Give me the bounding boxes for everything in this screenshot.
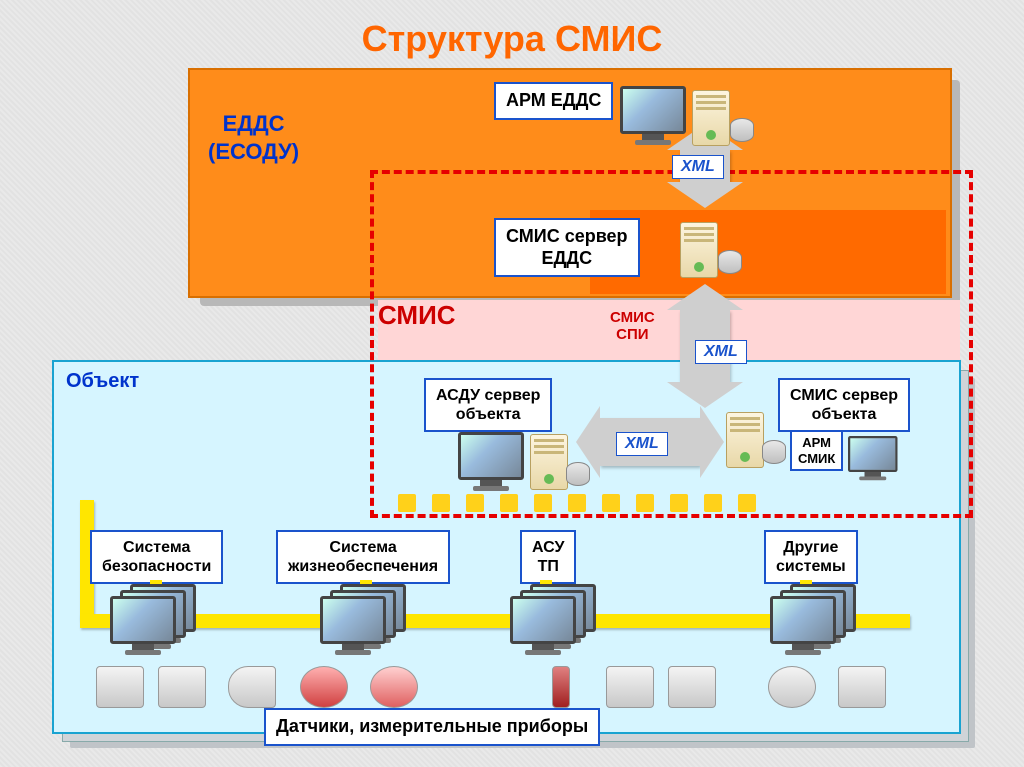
- server-icon: [530, 434, 568, 490]
- sensor-icon: [768, 666, 814, 706]
- bus-dot: [602, 494, 620, 512]
- monitor-icon: [458, 432, 524, 490]
- smis-spi-label: СМИС СПИ: [610, 310, 655, 343]
- node-asdu-srv: АСДУ сервер объекта: [424, 378, 552, 432]
- bus-dot: [568, 494, 586, 512]
- bus-dot: [738, 494, 756, 512]
- node-life: Система жизнеобеспечения: [276, 530, 450, 584]
- node-arm-smik: АРМ СМИК: [790, 430, 843, 471]
- sensor-icon: [838, 666, 884, 706]
- db-icon: [730, 118, 754, 142]
- sensor-icon: [370, 666, 416, 706]
- bus-dot: [432, 494, 450, 512]
- bus-dot: [500, 494, 518, 512]
- server-icon: [680, 222, 718, 278]
- server-icon: [726, 412, 764, 468]
- bus-dot: [534, 494, 552, 512]
- bus-dot: [670, 494, 688, 512]
- db-icon: [566, 462, 590, 486]
- sensors-label: Датчики, измерительные приборы: [264, 708, 600, 746]
- node-arm-edds: АРМ ЕДДС: [494, 82, 613, 120]
- bus-dot: [398, 494, 416, 512]
- edds-label: ЕДДС (ЕСОДУ): [208, 110, 299, 165]
- xml-label-2: XML: [695, 340, 747, 364]
- diagram-root: Структура СМИС ЕДДС (ЕСОДУ) Объект СМИС …: [0, 0, 1024, 767]
- node-safety: Система безопасности: [90, 530, 223, 584]
- smis-label: СМИС: [378, 300, 456, 331]
- object-label: Объект: [66, 370, 139, 393]
- sensor-icon: [668, 666, 714, 706]
- sensor-icon: [228, 666, 274, 706]
- server-icon: [692, 90, 730, 146]
- node-other: Другие системы: [764, 530, 858, 584]
- bus-dot: [636, 494, 654, 512]
- bus-dot: [704, 494, 722, 512]
- sensor-icon: [606, 666, 652, 706]
- sensor-icon: [158, 666, 204, 706]
- node-asu-tp: АСУ ТП: [520, 530, 576, 584]
- db-icon: [762, 440, 786, 464]
- monitor-icon: [620, 86, 686, 144]
- db-icon: [718, 250, 742, 274]
- sensor-icon: [300, 666, 346, 706]
- node-smis-srv-obj: СМИС сервер объекта: [778, 378, 910, 432]
- monitor-icon: [848, 436, 898, 480]
- sensor-icon: [96, 666, 142, 706]
- node-smis-srv-edds: СМИС сервер ЕДДС: [494, 218, 640, 277]
- page-title: Структура СМИС: [0, 18, 1024, 60]
- xml-label-3: XML: [616, 432, 668, 456]
- bus-dot: [466, 494, 484, 512]
- xml-label-1: XML: [672, 155, 724, 179]
- sensor-icon: [538, 666, 584, 706]
